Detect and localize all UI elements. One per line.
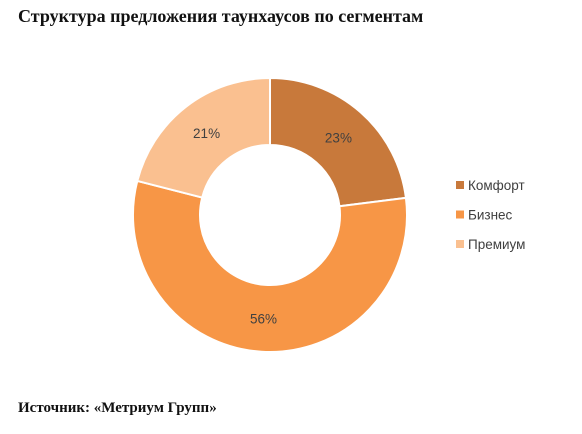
legend-swatch-1 bbox=[456, 181, 464, 189]
legend-label-2: Бизнес bbox=[468, 208, 513, 223]
legend-swatch-2 bbox=[456, 211, 464, 219]
legend-label-3: Премиум bbox=[468, 237, 525, 252]
legend-label-1: Комфорт bbox=[468, 178, 525, 193]
legend-swatch-3 bbox=[456, 240, 464, 248]
data-label-3: 21% bbox=[193, 126, 220, 141]
donut-slice-2 bbox=[133, 181, 407, 352]
data-label-1: 23% bbox=[325, 130, 352, 145]
legend: Комфорт Бизнес Премиум bbox=[456, 178, 525, 252]
source-note: Источник: «Метриум Групп» bbox=[18, 399, 217, 417]
data-label-2: 56% bbox=[250, 311, 277, 326]
